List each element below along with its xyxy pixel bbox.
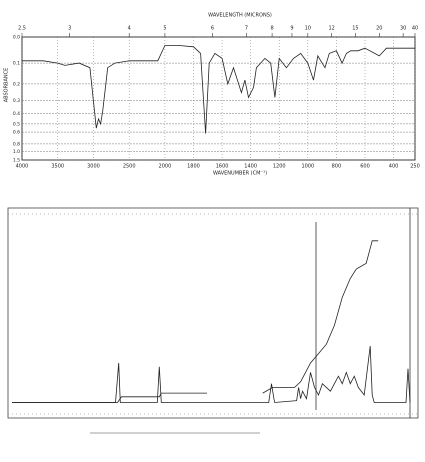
spectrum-line bbox=[12, 346, 411, 403]
x2-tick-label: 30 bbox=[400, 26, 406, 32]
y-tick-label: 0.5 bbox=[13, 121, 20, 127]
x2-tick-label: 6 bbox=[211, 26, 214, 32]
y-tick-label: 1.0 bbox=[13, 149, 20, 155]
x-tick-label: 4000 bbox=[16, 164, 29, 170]
spectrum-line bbox=[22, 45, 415, 134]
y-tick-label: 0.3 bbox=[13, 98, 20, 104]
x2-tick-label: 15 bbox=[352, 26, 358, 32]
x2-tick-label: 9 bbox=[290, 26, 293, 32]
nmr-frame bbox=[7, 207, 419, 419]
x2-tick-label: 12 bbox=[328, 26, 334, 32]
x-tick-label: 3500 bbox=[51, 164, 64, 170]
x2-tick-label: 5 bbox=[163, 26, 166, 32]
spectrum-line bbox=[12, 240, 379, 403]
y-axis-label: ABSORBANCE bbox=[4, 68, 10, 103]
y-tick-label: 0.4 bbox=[13, 111, 20, 117]
x-axis-label: WAVENUMBER (CM⁻¹) bbox=[213, 171, 267, 177]
x2-tick-label: 2.5 bbox=[18, 26, 26, 32]
y-tick-label: 1.5 bbox=[13, 158, 20, 164]
x-tick-label: 2000 bbox=[159, 164, 172, 170]
x2-tick-label: 40 bbox=[412, 26, 418, 32]
x2-tick-label: 3 bbox=[68, 26, 71, 32]
x2-tick-label: 7 bbox=[245, 26, 248, 32]
x-tick-label: 800 bbox=[332, 164, 342, 170]
x-tick-label: 2500 bbox=[123, 164, 136, 170]
x-tick-label: 1600 bbox=[216, 164, 229, 170]
x-tick-label: 1200 bbox=[273, 164, 286, 170]
x-tick-label: 3000 bbox=[87, 164, 100, 170]
x2-tick-label: 4 bbox=[128, 26, 131, 32]
x2-tick-label: 20 bbox=[376, 26, 382, 32]
x-tick-label: 250 bbox=[410, 164, 420, 170]
y-tick-label: 0.8 bbox=[13, 141, 20, 147]
x-tick-label: 400 bbox=[389, 164, 399, 170]
x2-axis-label: WAVELENGTH (MICRONS) bbox=[208, 13, 272, 19]
x-tick-label: 600 bbox=[360, 164, 370, 170]
y-tick-label: 0.6 bbox=[13, 130, 20, 136]
x-tick-label: 1800 bbox=[187, 164, 200, 170]
y-tick-label: 0.0 bbox=[13, 35, 20, 41]
x2-tick-label: 10 bbox=[305, 26, 311, 32]
y-tick-label: 0.1 bbox=[13, 61, 20, 67]
y-tick-label: 0.2 bbox=[13, 81, 20, 87]
x2-tick-label: 8 bbox=[270, 26, 273, 32]
x-tick-label: 1000 bbox=[301, 164, 314, 170]
x-tick-label: 1400 bbox=[244, 164, 257, 170]
